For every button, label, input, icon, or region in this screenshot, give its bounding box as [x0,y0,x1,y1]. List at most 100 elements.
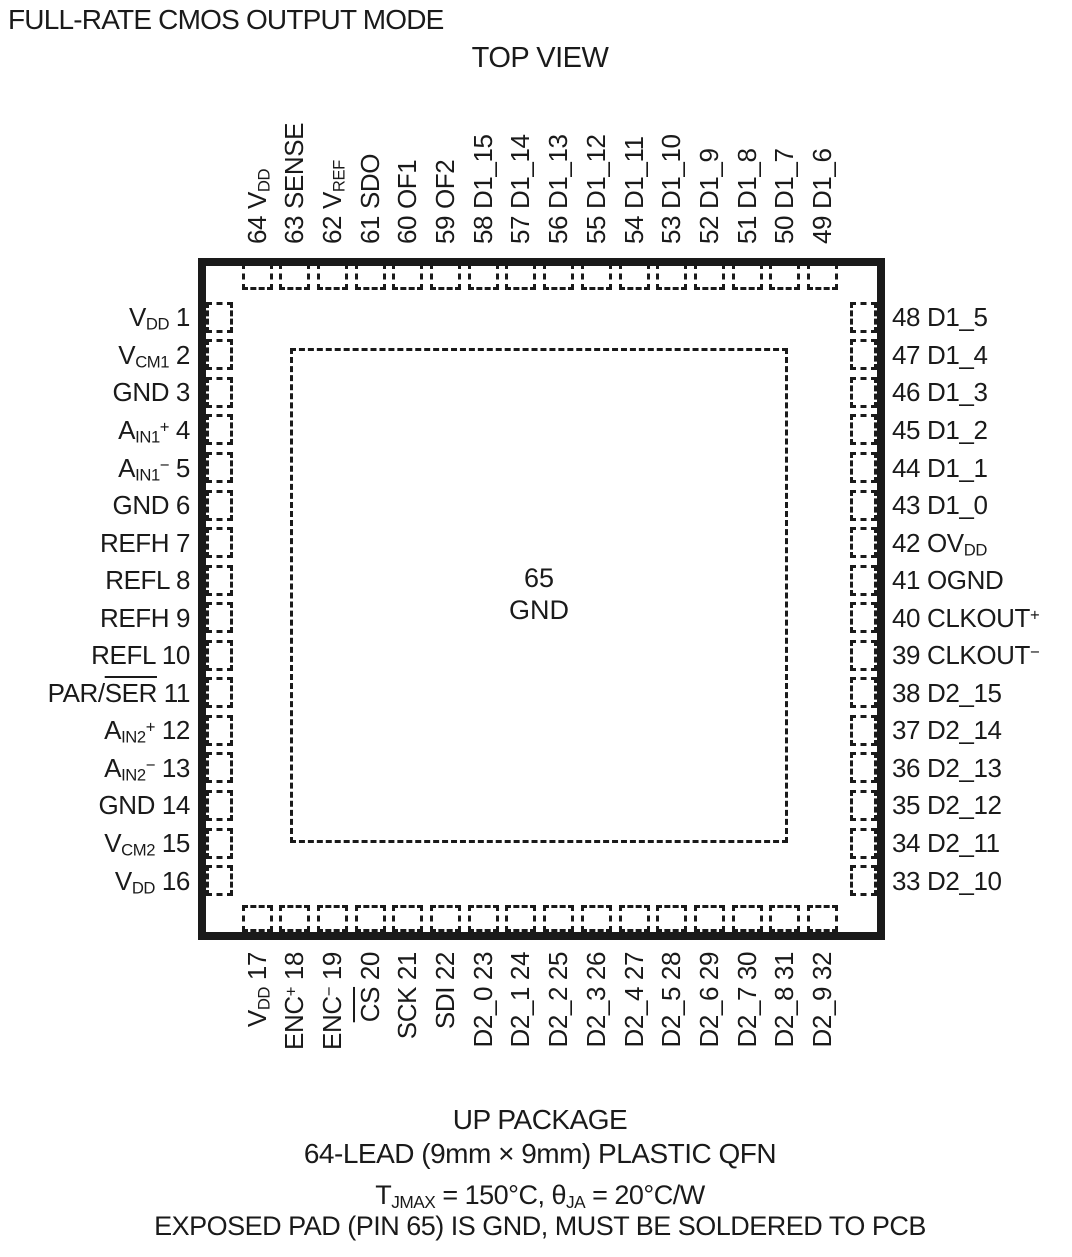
pin-pad-4 [206,414,233,446]
pin-label-24: D2_1 24 [505,952,536,1048]
pin-pad-12 [206,714,233,746]
pin-pad-34 [850,827,877,859]
pin-pad-36 [850,752,877,784]
pin-pad-46 [850,376,877,408]
pin-label-55: 55 D1_12 [580,134,611,244]
pin-pad-1 [206,301,233,333]
pin-label-48: 48 D1_5 [892,302,988,333]
pin-pad-28 [656,905,688,932]
pin-pad-27 [618,905,650,932]
pin-label-59: 59 OF2 [430,159,461,244]
pin-label-11: PAR/SER 11 [47,677,191,708]
pin-label-34: 34 D2_11 [892,828,1000,858]
pin-pad-18 [279,905,311,932]
pin-pad-11 [206,677,233,709]
pin-pad-2 [206,339,233,371]
pin-label-54: 54 D1_11 [618,136,649,244]
chip-outline [198,258,885,940]
pin-pad-25 [543,905,575,932]
pin-label-46: 46 D1_3 [892,377,988,408]
pin-label-31: D2_8 31 [769,952,800,1048]
pin-label-35: 35 D2_12 [892,790,1002,821]
pin-pad-38 [850,677,877,709]
pin-label-19: ENC− 19 [317,952,348,1050]
pin-pad-32 [806,905,838,932]
pin-label-13: AIN2− 13 [104,752,190,785]
page-title: FULL-RATE CMOS OUTPUT MODE [8,4,444,35]
pin-pad-14 [206,789,233,821]
pin-label-42: 42 OVDD [892,527,987,560]
pin-pad-16 [206,865,233,897]
pin-pad-49 [806,263,838,290]
pin-label-43: 43 D1_0 [892,490,988,521]
pin-label-5: AIN1− 5 [118,452,190,485]
pin-pad-13 [206,752,233,784]
pin-pad-61 [354,263,386,290]
pin-label-58: 58 D1_15 [467,134,498,244]
pin-label-45: 45 D1_2 [892,414,988,445]
pin-pad-10 [206,639,233,671]
pin-pad-57 [505,263,537,290]
pin-pad-50 [769,263,801,290]
pin-label-15: VCM2 15 [104,828,190,860]
pin-label-25: D2_2 25 [543,952,574,1048]
pin-label-26: D2_3 26 [580,952,611,1048]
pin-label-22: SDI 22 [430,952,461,1030]
pin-pad-64 [241,263,273,290]
pin-label-50: 50 D1_7 [769,148,800,245]
pin-pad-45 [850,414,877,446]
pin-pad-3 [206,376,233,408]
pin-label-2: VCM1 2 [118,339,190,372]
top-view-label: TOP VIEW [471,42,609,74]
exposed-pad-note: EXPOSED PAD (PIN 65) IS GND, MUST BE SOL… [154,1211,926,1241]
pin-label-60: 60 OF1 [392,159,423,244]
pin-pad-22 [430,905,462,932]
pin-label-32: D2_9 32 [806,952,837,1048]
pin-label-56: 56 D1_13 [543,134,574,244]
pin-label-47: 47 D1_4 [892,339,988,370]
pin-pad-60 [392,263,424,290]
pin-label-53: 53 D1_10 [656,134,687,244]
pin-label-38: 38 D2_15 [892,677,1002,708]
exposed-pad-name: GND [509,595,569,625]
pin-pad-5 [206,452,233,483]
pin-label-10: REFL 10 [91,640,190,671]
pin-pad-55 [580,263,612,290]
pin-label-23: D2_0 23 [467,952,498,1048]
pin-pad-23 [467,905,499,932]
pin-label-62: 62 VREF [317,160,349,244]
exposed-pad-number: 65 [523,563,555,593]
pin-pad-37 [850,714,877,746]
pin-pad-56 [543,263,575,290]
pin-pad-62 [317,263,349,290]
pin-label-30: D2_7 30 [731,952,762,1048]
pin-pad-24 [505,905,537,932]
pin-pad-15 [206,827,233,859]
pin-pad-39 [850,639,877,671]
pin-pad-44 [850,452,877,483]
pin-label-41: 41 OGND [892,565,1004,596]
package-name: UP PACKAGE [452,1104,628,1135]
pin-pad-6 [206,489,233,521]
pin-label-8: REFL 8 [105,565,190,596]
pin-label-20: CS 20 [354,952,385,1023]
thermal-spec: TJMAX = 150°C, θJA = 20°C/W [375,1180,705,1212]
pin-label-1: VDD 1 [128,302,190,334]
pin-label-61: 61 SDO [354,153,385,244]
package-description: 64-LEAD (9mm × 9mm) PLASTIC QFN [303,1138,777,1169]
pin-pad-21 [392,905,424,932]
pin-label-49: 49 D1_6 [806,148,837,245]
pin-label-28: D2_5 28 [656,952,687,1048]
pin-label-17: VDD 17 [241,952,274,1028]
pin-label-52: 52 D1_9 [693,148,724,245]
pin-label-12: AIN2+ 12 [104,715,190,747]
pin-label-37: 37 D2_14 [892,715,1002,746]
pin-label-3: GND 3 [112,377,191,408]
pin-pad-58 [467,263,499,290]
pin-label-4: AIN1+ 4 [118,414,190,447]
pin-label-36: 36 D2_13 [892,752,1002,783]
pin-pad-48 [850,301,877,333]
pin-label-21: SCK 21 [392,952,423,1040]
pin-pad-47 [850,339,877,371]
